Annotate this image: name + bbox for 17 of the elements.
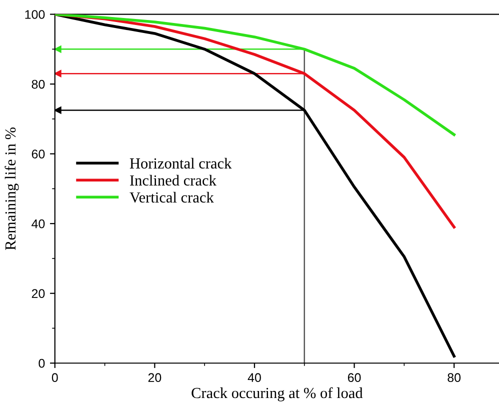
y-tick-label: 0 [38, 358, 45, 368]
x-tick-label: 0 [52, 373, 58, 382]
x-axis-title: Crack occuring at % of load [192, 387, 363, 402]
y-tick-label: 80 [32, 80, 45, 89]
legend-label: Vertical crack [130, 192, 214, 203]
y-tick-label: 60 [32, 150, 45, 158]
legend-label: Inclined crack [130, 174, 216, 186]
x-tick-label: 40 [248, 373, 261, 382]
y-tick-label: 40 [32, 219, 45, 228]
y-tick-label: 100 [25, 10, 45, 19]
x-tick-label: 60 [348, 373, 361, 382]
x-tick-label: 80 [448, 373, 461, 382]
y-tick-label: 20 [32, 289, 45, 298]
x-tick-label: 20 [148, 373, 162, 382]
y-axis-title: Remaining life in % [4, 127, 19, 250]
legend-label: Horizontal crack [130, 158, 232, 169]
line-series [54, 14, 456, 136]
